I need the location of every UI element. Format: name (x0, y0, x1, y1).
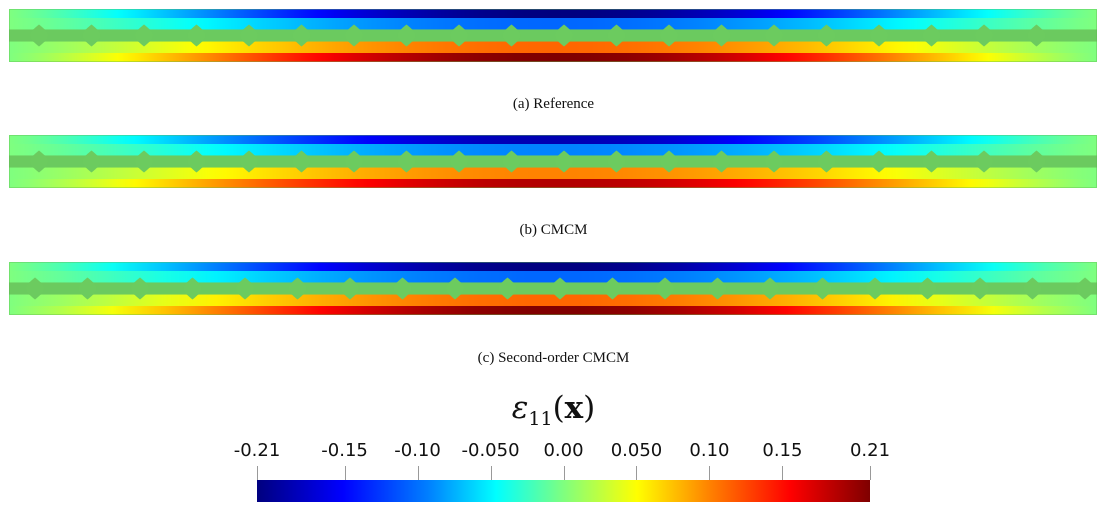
colorbar-title-subscript: 11 (528, 408, 553, 430)
caption-second-order-cmcm: (c) Second-order CMCM (477, 350, 630, 366)
colorbar-title: ε11(x) (0, 390, 1107, 430)
colorbar-tick-label: 0.10 (689, 440, 730, 461)
colorbar-tick-label: -0.15 (321, 440, 368, 461)
strain-field-reference (9, 9, 1097, 62)
caption-reference: (a) Reference (512, 96, 595, 112)
caption-cmcm: (b) CMCM (519, 222, 588, 238)
colorbar-tick-mark (345, 466, 346, 480)
colorbar-tick-mark (257, 466, 258, 480)
colorbar-title-symbol: ε (511, 390, 529, 426)
colorbar-tick-label: -0.050 (461, 440, 520, 461)
colorbar-tick-mark (636, 466, 637, 480)
colorbar-tick-label: 0.00 (543, 440, 584, 461)
colorbar-title-open: ( (552, 390, 565, 426)
colorbar-tick-mark (709, 466, 710, 480)
colorbar-title-arg: x (564, 390, 584, 426)
colorbar-tick-mark (418, 466, 419, 480)
colorbar (257, 480, 870, 502)
colorbar-tick-mark (870, 466, 871, 480)
colorbar-tick-label: 0.21 (849, 440, 891, 461)
strain-field-cmcm (9, 135, 1097, 188)
strain-field-second-order-cmcm (9, 262, 1097, 315)
colorbar-tick-mark (564, 466, 565, 480)
colorbar-tick-label: 0.15 (762, 440, 803, 461)
colorbar-title-close: ) (583, 390, 596, 426)
colorbar-tick-label: -0.10 (394, 440, 441, 461)
colorbar-tick-mark (782, 466, 783, 480)
colorbar-tick-mark (491, 466, 492, 480)
colorbar-tick-label: 0.050 (610, 440, 663, 461)
colorbar-tick-label: -0.21 (233, 440, 281, 461)
